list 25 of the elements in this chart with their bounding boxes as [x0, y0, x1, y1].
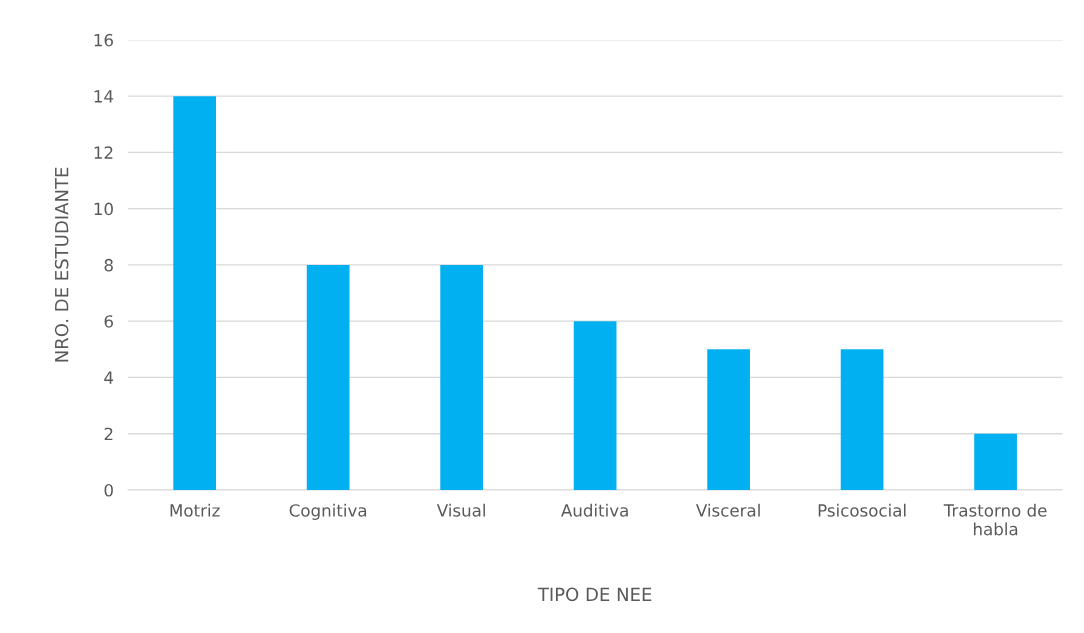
- x-tick-label: Psicosocial: [818, 503, 906, 517]
- y-tick-label: 0: [104, 483, 113, 497]
- y-tick-label: 14: [94, 90, 114, 103]
- x-tick-label: Auditiva: [561, 503, 628, 517]
- y-tick-label: 16: [94, 33, 113, 47]
- bar: [173, 96, 217, 490]
- y-tick-label: 8: [104, 258, 113, 272]
- bar: [974, 433, 1017, 490]
- x-tick-label: Cognitiva: [289, 503, 367, 520]
- x-tick-label: Motriz: [170, 503, 220, 517]
- bar: [573, 321, 617, 490]
- x-tick-label: Visceral: [696, 503, 760, 517]
- y-axis-title: NRO. DE ESTUDIANTE: [54, 167, 69, 362]
- bar: [840, 349, 884, 490]
- y-tick-label: 2: [104, 427, 113, 441]
- y-tick-label: 4: [104, 371, 114, 384]
- bar: [306, 264, 350, 490]
- y-tick-label: 12: [94, 146, 113, 159]
- y-tick-label: 10: [94, 202, 113, 216]
- y-tick-label: 6: [104, 315, 113, 328]
- x-axis-title: TIPO DE NEE: [537, 587, 652, 602]
- x-tick-label: Trastorno de habla: [943, 503, 1047, 536]
- bar: [440, 264, 483, 490]
- bar: [707, 349, 750, 490]
- x-tick-label: Visual: [436, 503, 485, 517]
